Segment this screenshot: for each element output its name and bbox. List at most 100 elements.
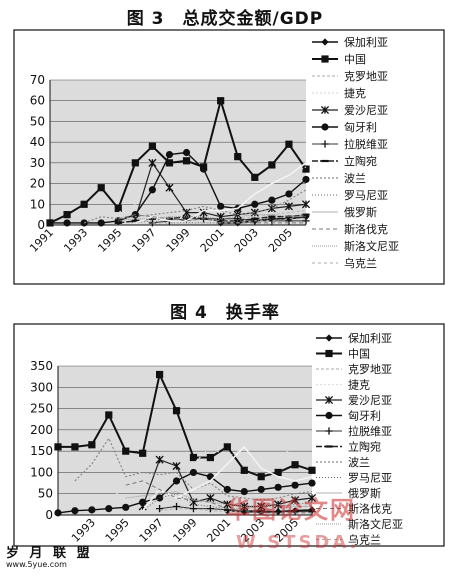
data-point bbox=[274, 468, 282, 477]
data-point bbox=[172, 502, 181, 511]
data-point bbox=[217, 97, 225, 105]
data-point bbox=[223, 443, 231, 451]
watermark-left: 岁 月 联 盟 bbox=[6, 546, 93, 561]
y-tick-label: 50 bbox=[38, 487, 53, 501]
y-tick-label: 0 bbox=[37, 218, 45, 232]
data-point bbox=[189, 453, 198, 462]
data-point bbox=[156, 505, 164, 513]
data-point bbox=[223, 485, 231, 494]
data-point bbox=[223, 506, 231, 514]
y-tick-label: 60 bbox=[30, 94, 45, 108]
series-line bbox=[57, 471, 313, 514]
data-point bbox=[285, 190, 293, 198]
y-tick-label: 10 bbox=[30, 197, 45, 211]
data-point bbox=[114, 204, 122, 213]
series-line bbox=[49, 99, 307, 224]
legend-label: 拉脱维亚 bbox=[344, 137, 388, 151]
data-point bbox=[105, 411, 113, 419]
legend-marker bbox=[324, 395, 334, 405]
series-line bbox=[108, 433, 313, 499]
legend-label: 斯洛文尼亚 bbox=[344, 239, 399, 253]
data-point bbox=[291, 507, 299, 516]
y-tick-label: 40 bbox=[30, 135, 45, 149]
data-point bbox=[165, 150, 174, 159]
legend-marker bbox=[325, 427, 333, 435]
data-point bbox=[268, 196, 276, 204]
data-point bbox=[97, 184, 105, 192]
y-tick-label: 0 bbox=[45, 508, 53, 522]
legend-label: 立陶宛 bbox=[348, 440, 381, 454]
data-point bbox=[257, 485, 265, 494]
legend-label: 俄罗斯 bbox=[344, 206, 377, 219]
data-point bbox=[284, 202, 293, 211]
y-tick-label: 20 bbox=[30, 177, 45, 191]
data-point bbox=[308, 466, 316, 474]
data-point bbox=[267, 204, 276, 213]
data-point bbox=[182, 148, 191, 157]
data-point bbox=[307, 493, 317, 503]
data-point bbox=[240, 487, 248, 496]
series-line bbox=[58, 373, 313, 478]
series-line bbox=[152, 218, 306, 224]
y-tick-label: 200 bbox=[30, 423, 53, 437]
series-line bbox=[152, 218, 306, 224]
series-line bbox=[125, 491, 312, 507]
series-line bbox=[118, 214, 306, 224]
series-line bbox=[100, 166, 307, 222]
legend-marker bbox=[325, 411, 333, 420]
legend-label: 爱沙尼亚 bbox=[348, 394, 392, 407]
y-tick-label: 70 bbox=[30, 73, 45, 87]
data-point bbox=[251, 173, 259, 181]
data-point bbox=[172, 461, 181, 471]
legend-label: 保加利亚 bbox=[344, 35, 388, 49]
data-point bbox=[240, 466, 248, 474]
legend-label: 俄罗斯 bbox=[348, 487, 381, 500]
data-point bbox=[88, 506, 96, 514]
legend-label: 克罗地亚 bbox=[348, 363, 392, 376]
y-tick-label: 300 bbox=[30, 380, 53, 394]
legend-label: 罗马尼亚 bbox=[348, 472, 392, 485]
legend-marker bbox=[321, 55, 329, 63]
data-point bbox=[302, 165, 310, 173]
legend-label: 中国 bbox=[348, 348, 370, 361]
data-point bbox=[302, 217, 310, 225]
data-point bbox=[206, 493, 215, 503]
series-line bbox=[159, 505, 313, 513]
data-point bbox=[131, 159, 139, 167]
data-point bbox=[291, 496, 300, 505]
data-point bbox=[189, 505, 198, 513]
data-point bbox=[71, 507, 79, 515]
legend-marker bbox=[325, 349, 333, 358]
data-point bbox=[148, 186, 156, 194]
legend-label: 捷克 bbox=[344, 86, 366, 100]
data-point bbox=[165, 159, 174, 167]
data-point bbox=[80, 200, 88, 208]
data-point bbox=[182, 157, 191, 165]
data-point bbox=[234, 153, 242, 161]
plot-area bbox=[58, 366, 312, 515]
data-point bbox=[139, 449, 147, 457]
watermark-right-url: W.STSDA. bbox=[236, 532, 360, 553]
data-point bbox=[302, 175, 310, 184]
plot-area bbox=[50, 80, 306, 225]
legend-label: 斯洛伐克 bbox=[348, 502, 392, 516]
y-tick-label: 100 bbox=[30, 465, 53, 479]
data-point bbox=[122, 447, 130, 455]
series-line bbox=[50, 151, 307, 224]
data-point bbox=[71, 443, 79, 451]
data-point bbox=[156, 370, 164, 379]
data-point bbox=[155, 455, 164, 464]
data-point bbox=[148, 158, 157, 167]
data-point bbox=[200, 165, 208, 173]
data-point bbox=[274, 507, 282, 516]
data-point bbox=[274, 483, 282, 491]
legend-label: 乌克兰 bbox=[348, 533, 381, 547]
data-point bbox=[257, 473, 265, 481]
series-line bbox=[125, 480, 312, 514]
data-point bbox=[54, 443, 62, 451]
legend-marker bbox=[321, 123, 329, 131]
legend-label: 克罗地亚 bbox=[344, 70, 388, 83]
legend-label: 保加利亚 bbox=[348, 331, 392, 345]
legend-label: 斯洛文尼亚 bbox=[348, 517, 403, 531]
